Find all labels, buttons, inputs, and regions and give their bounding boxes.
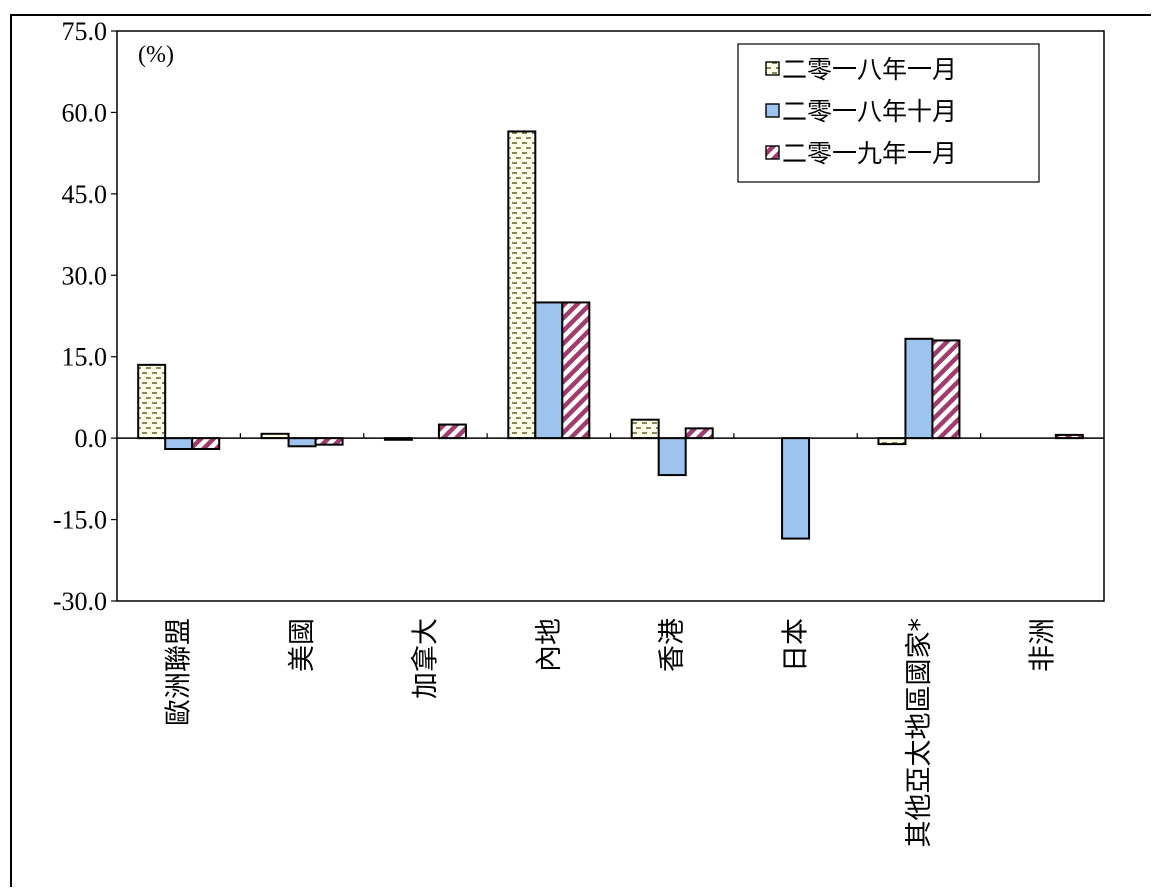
y-axis: 75.0 60.0 45.0 30.0 15.0 0.0 -15.0 -30.0 xyxy=(53,17,117,616)
category-label: 其他亞太地區國家* xyxy=(904,618,935,848)
bar-2-7 xyxy=(904,337,934,440)
category-label: 非洲 xyxy=(1027,618,1058,672)
category-label: 香港 xyxy=(657,618,688,672)
bar-2-4 xyxy=(534,301,564,440)
bar-3-2 xyxy=(314,437,344,446)
legend-label: 二零一九年一月 xyxy=(782,139,957,168)
bar-1-4 xyxy=(507,130,537,440)
bar-3-4 xyxy=(561,301,591,440)
bar-2-6 xyxy=(781,437,811,540)
y-tick-label: 45.0 xyxy=(62,180,108,209)
legend-label: 二零一八年一月 xyxy=(782,55,957,84)
y-tick-label: 60.0 xyxy=(62,98,108,127)
y-tick-label: 15.0 xyxy=(62,343,108,372)
bar-3-5 xyxy=(684,427,714,440)
legend-label: 二零一八年十月 xyxy=(782,97,957,126)
zero-axis xyxy=(117,433,1104,439)
bar-3-1 xyxy=(191,437,221,450)
y-tick-label: 0.0 xyxy=(75,424,108,453)
legend-swatch xyxy=(765,145,780,160)
y-tick-label: 30.0 xyxy=(62,261,108,290)
y-tick-label: -15.0 xyxy=(53,506,107,535)
legend-swatch xyxy=(765,103,780,118)
bar-2-2 xyxy=(287,437,317,448)
bar-3-3 xyxy=(437,423,467,440)
bar-1-1 xyxy=(137,363,167,440)
category-label: 歐洲聯盟 xyxy=(164,618,195,726)
category-label: 日本 xyxy=(781,618,812,672)
legend-swatch xyxy=(765,61,780,76)
bar-3-7 xyxy=(931,339,961,440)
bar-1-7 xyxy=(877,437,907,446)
y-tick-label: 75.0 xyxy=(62,17,108,46)
unit-label: (%) xyxy=(138,42,174,68)
bar-2-1 xyxy=(164,437,194,450)
bar-2-5 xyxy=(657,437,687,477)
category-label: 內地 xyxy=(534,618,565,672)
bars xyxy=(137,130,1084,540)
category-label: 加拿大 xyxy=(410,618,441,699)
bar-1-5 xyxy=(630,418,660,440)
category-labels: 歐洲聯盟 美國 加拿大 內地 香港 日本 其他亞太地區國家* 非洲 xyxy=(164,618,1059,848)
chart-frame xyxy=(10,14,1151,887)
y-tick-label: -30.0 xyxy=(53,587,107,616)
category-label: 美國 xyxy=(287,618,318,672)
legend-box xyxy=(737,43,1040,183)
